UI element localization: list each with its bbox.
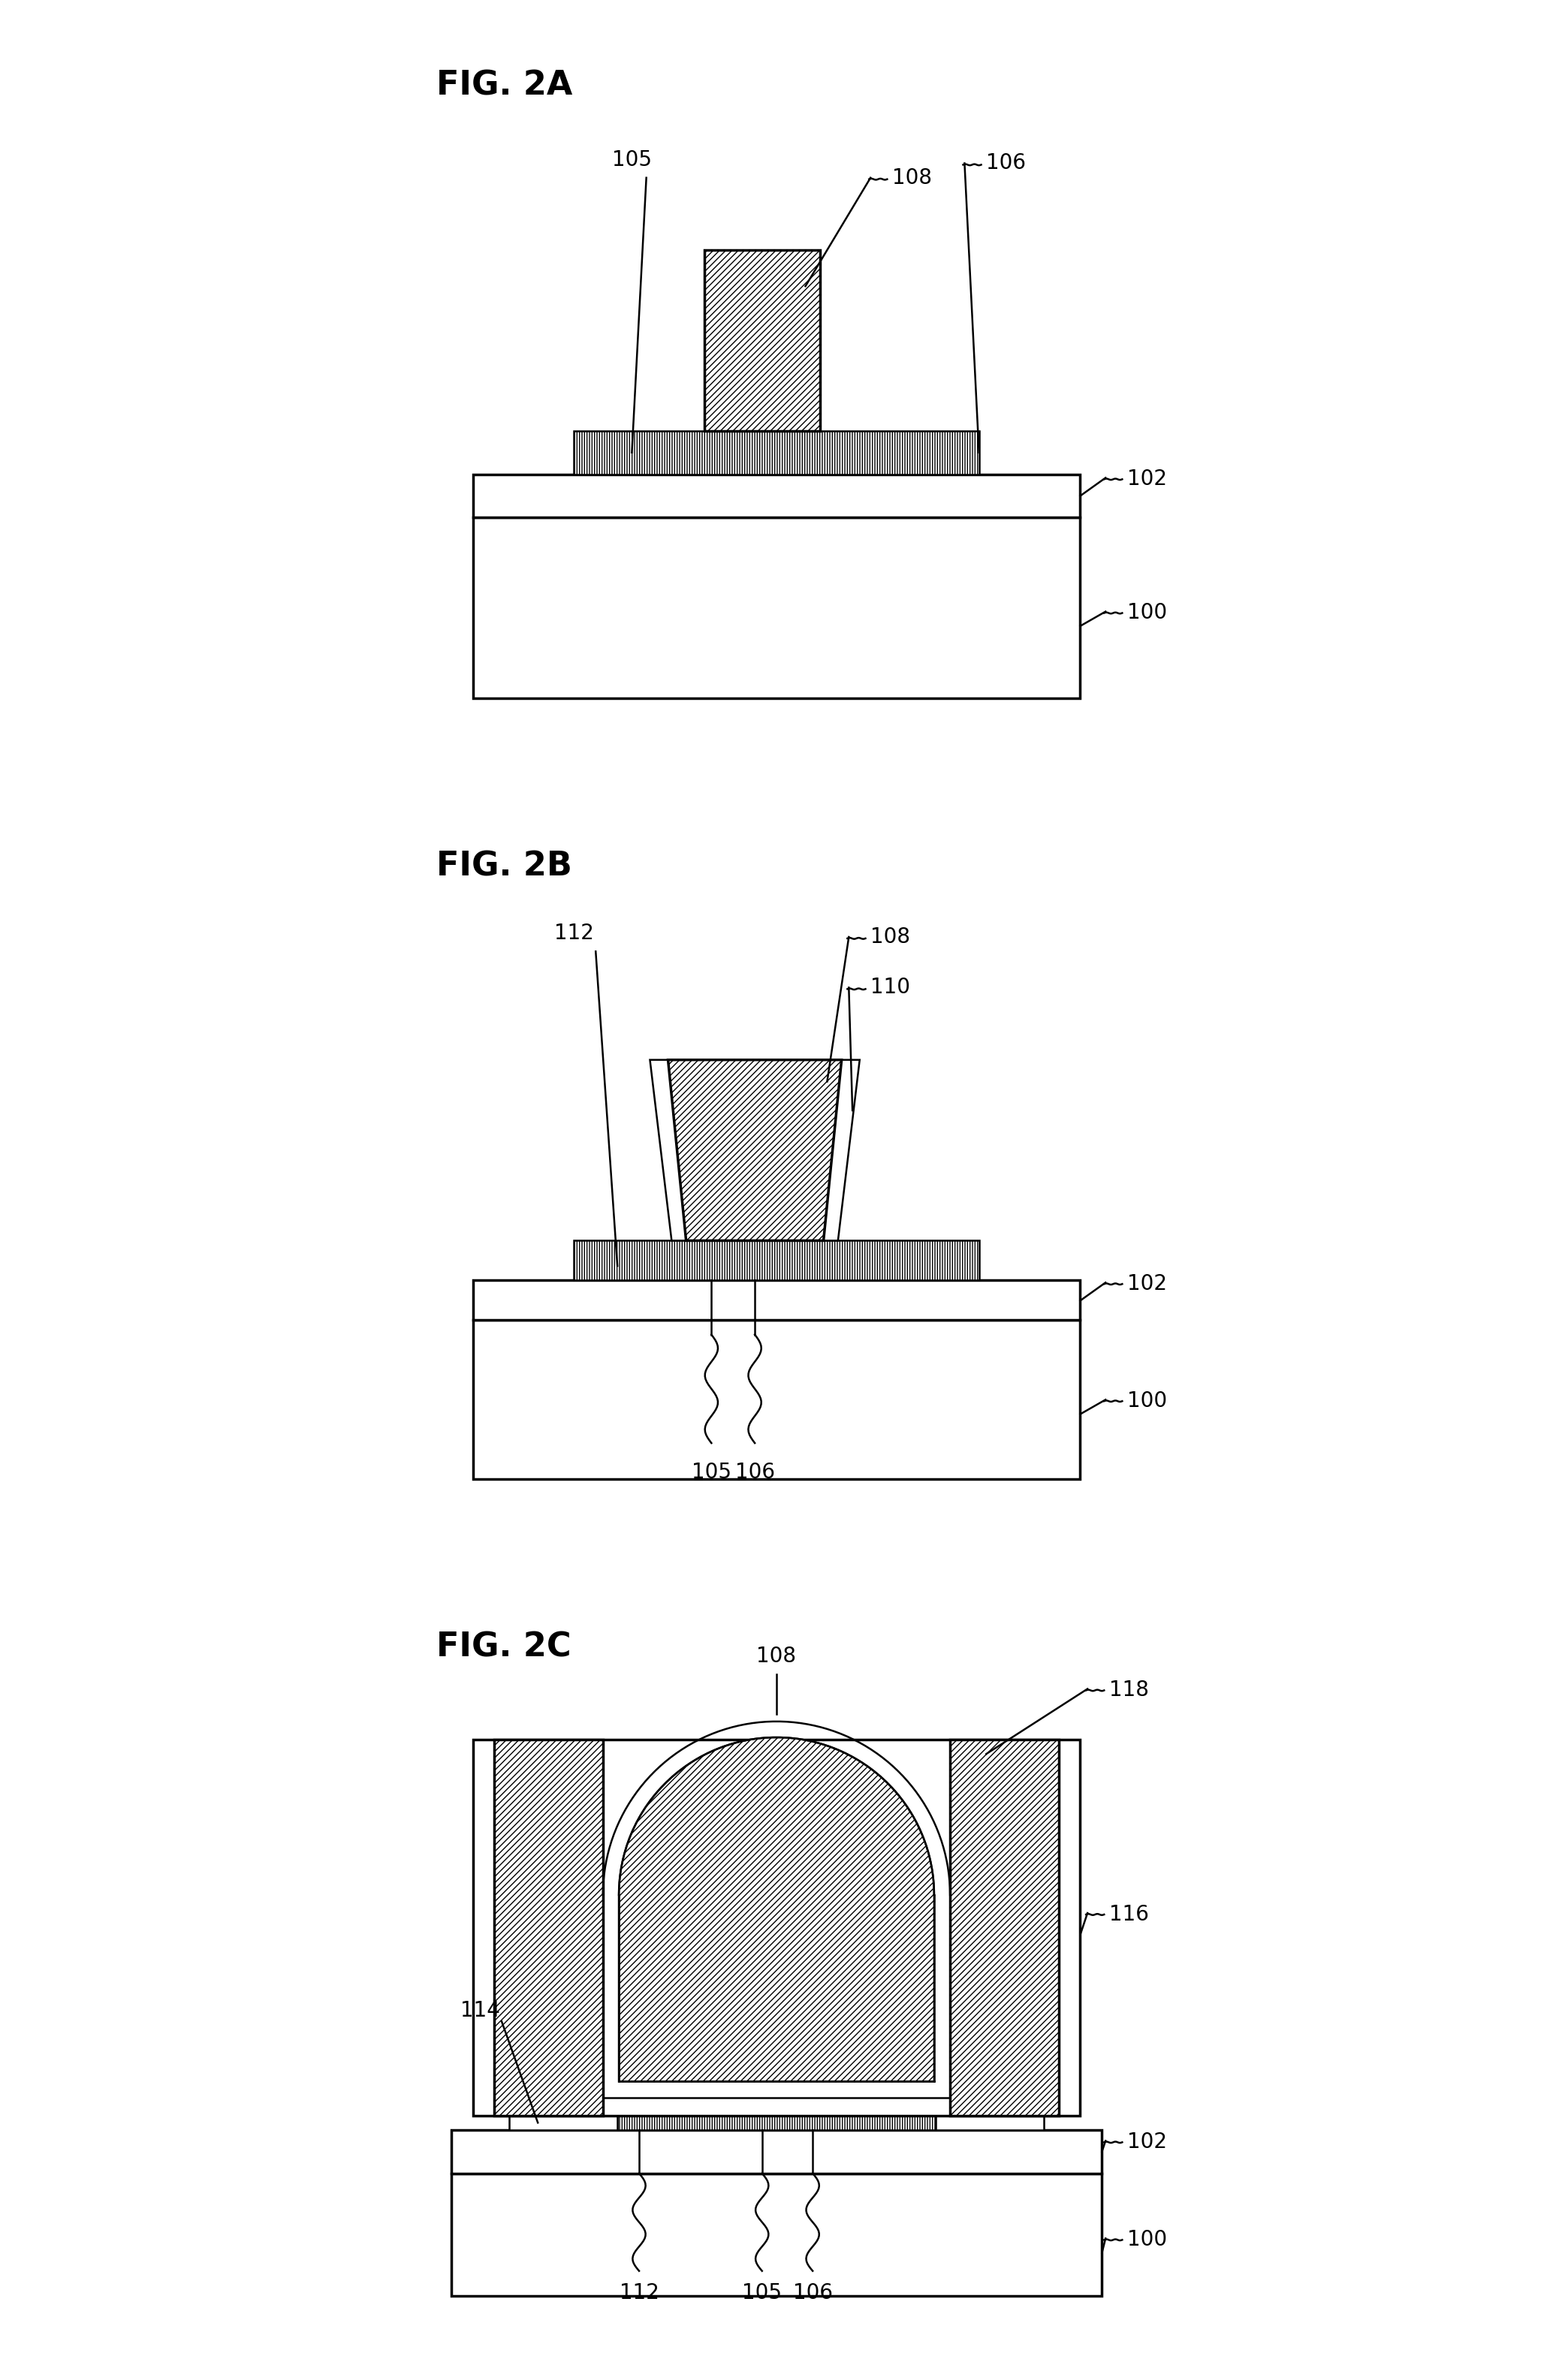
Text: FIG. 2A: FIG. 2A	[436, 69, 573, 102]
Polygon shape	[618, 1737, 935, 2082]
Bar	[575, 431, 978, 474]
Bar	[472, 1280, 1081, 1321]
Bar	[472, 1740, 1081, 2116]
Text: 105: 105	[742, 2282, 783, 2304]
Text: 105: 105	[691, 1461, 731, 1483]
Text: 100: 100	[1127, 602, 1168, 624]
Text: 112: 112	[620, 2282, 658, 2304]
Bar	[472, 474, 1081, 516]
Bar	[575, 1240, 978, 1280]
Text: 106: 106	[986, 152, 1027, 174]
Text: 116: 116	[1109, 1904, 1149, 1925]
Bar	[472, 516, 1081, 697]
Bar	[704, 250, 820, 431]
Text: 102: 102	[1127, 1273, 1166, 1295]
Text: 108: 108	[893, 167, 932, 188]
Bar	[935, 2116, 1044, 2130]
Text: 106: 106	[792, 2282, 832, 2304]
Text: 100: 100	[1127, 2230, 1168, 2251]
Bar	[618, 2097, 935, 2130]
Text: 112: 112	[554, 923, 593, 945]
Bar	[450, 2130, 1103, 2173]
Text: FIG. 2B: FIG. 2B	[436, 850, 573, 883]
Bar	[950, 1740, 1059, 2116]
Text: 106: 106	[735, 1461, 775, 1483]
Text: 108: 108	[756, 1647, 797, 1666]
Bar	[450, 2173, 1103, 2297]
Text: 114: 114	[460, 1999, 500, 2021]
Polygon shape	[668, 1059, 842, 1240]
Bar	[472, 1321, 1081, 1480]
Text: 108: 108	[871, 926, 910, 947]
Text: 100: 100	[1127, 1390, 1168, 1411]
Bar	[509, 2116, 618, 2130]
Bar	[494, 1740, 603, 2116]
Polygon shape	[651, 1059, 860, 1240]
Text: 118: 118	[1109, 1680, 1149, 1702]
Text: FIG. 2C: FIG. 2C	[436, 1630, 572, 1664]
Text: 110: 110	[871, 978, 910, 997]
Text: 102: 102	[1127, 469, 1166, 490]
Text: 105: 105	[612, 150, 652, 171]
Text: 102: 102	[1127, 2132, 1166, 2154]
